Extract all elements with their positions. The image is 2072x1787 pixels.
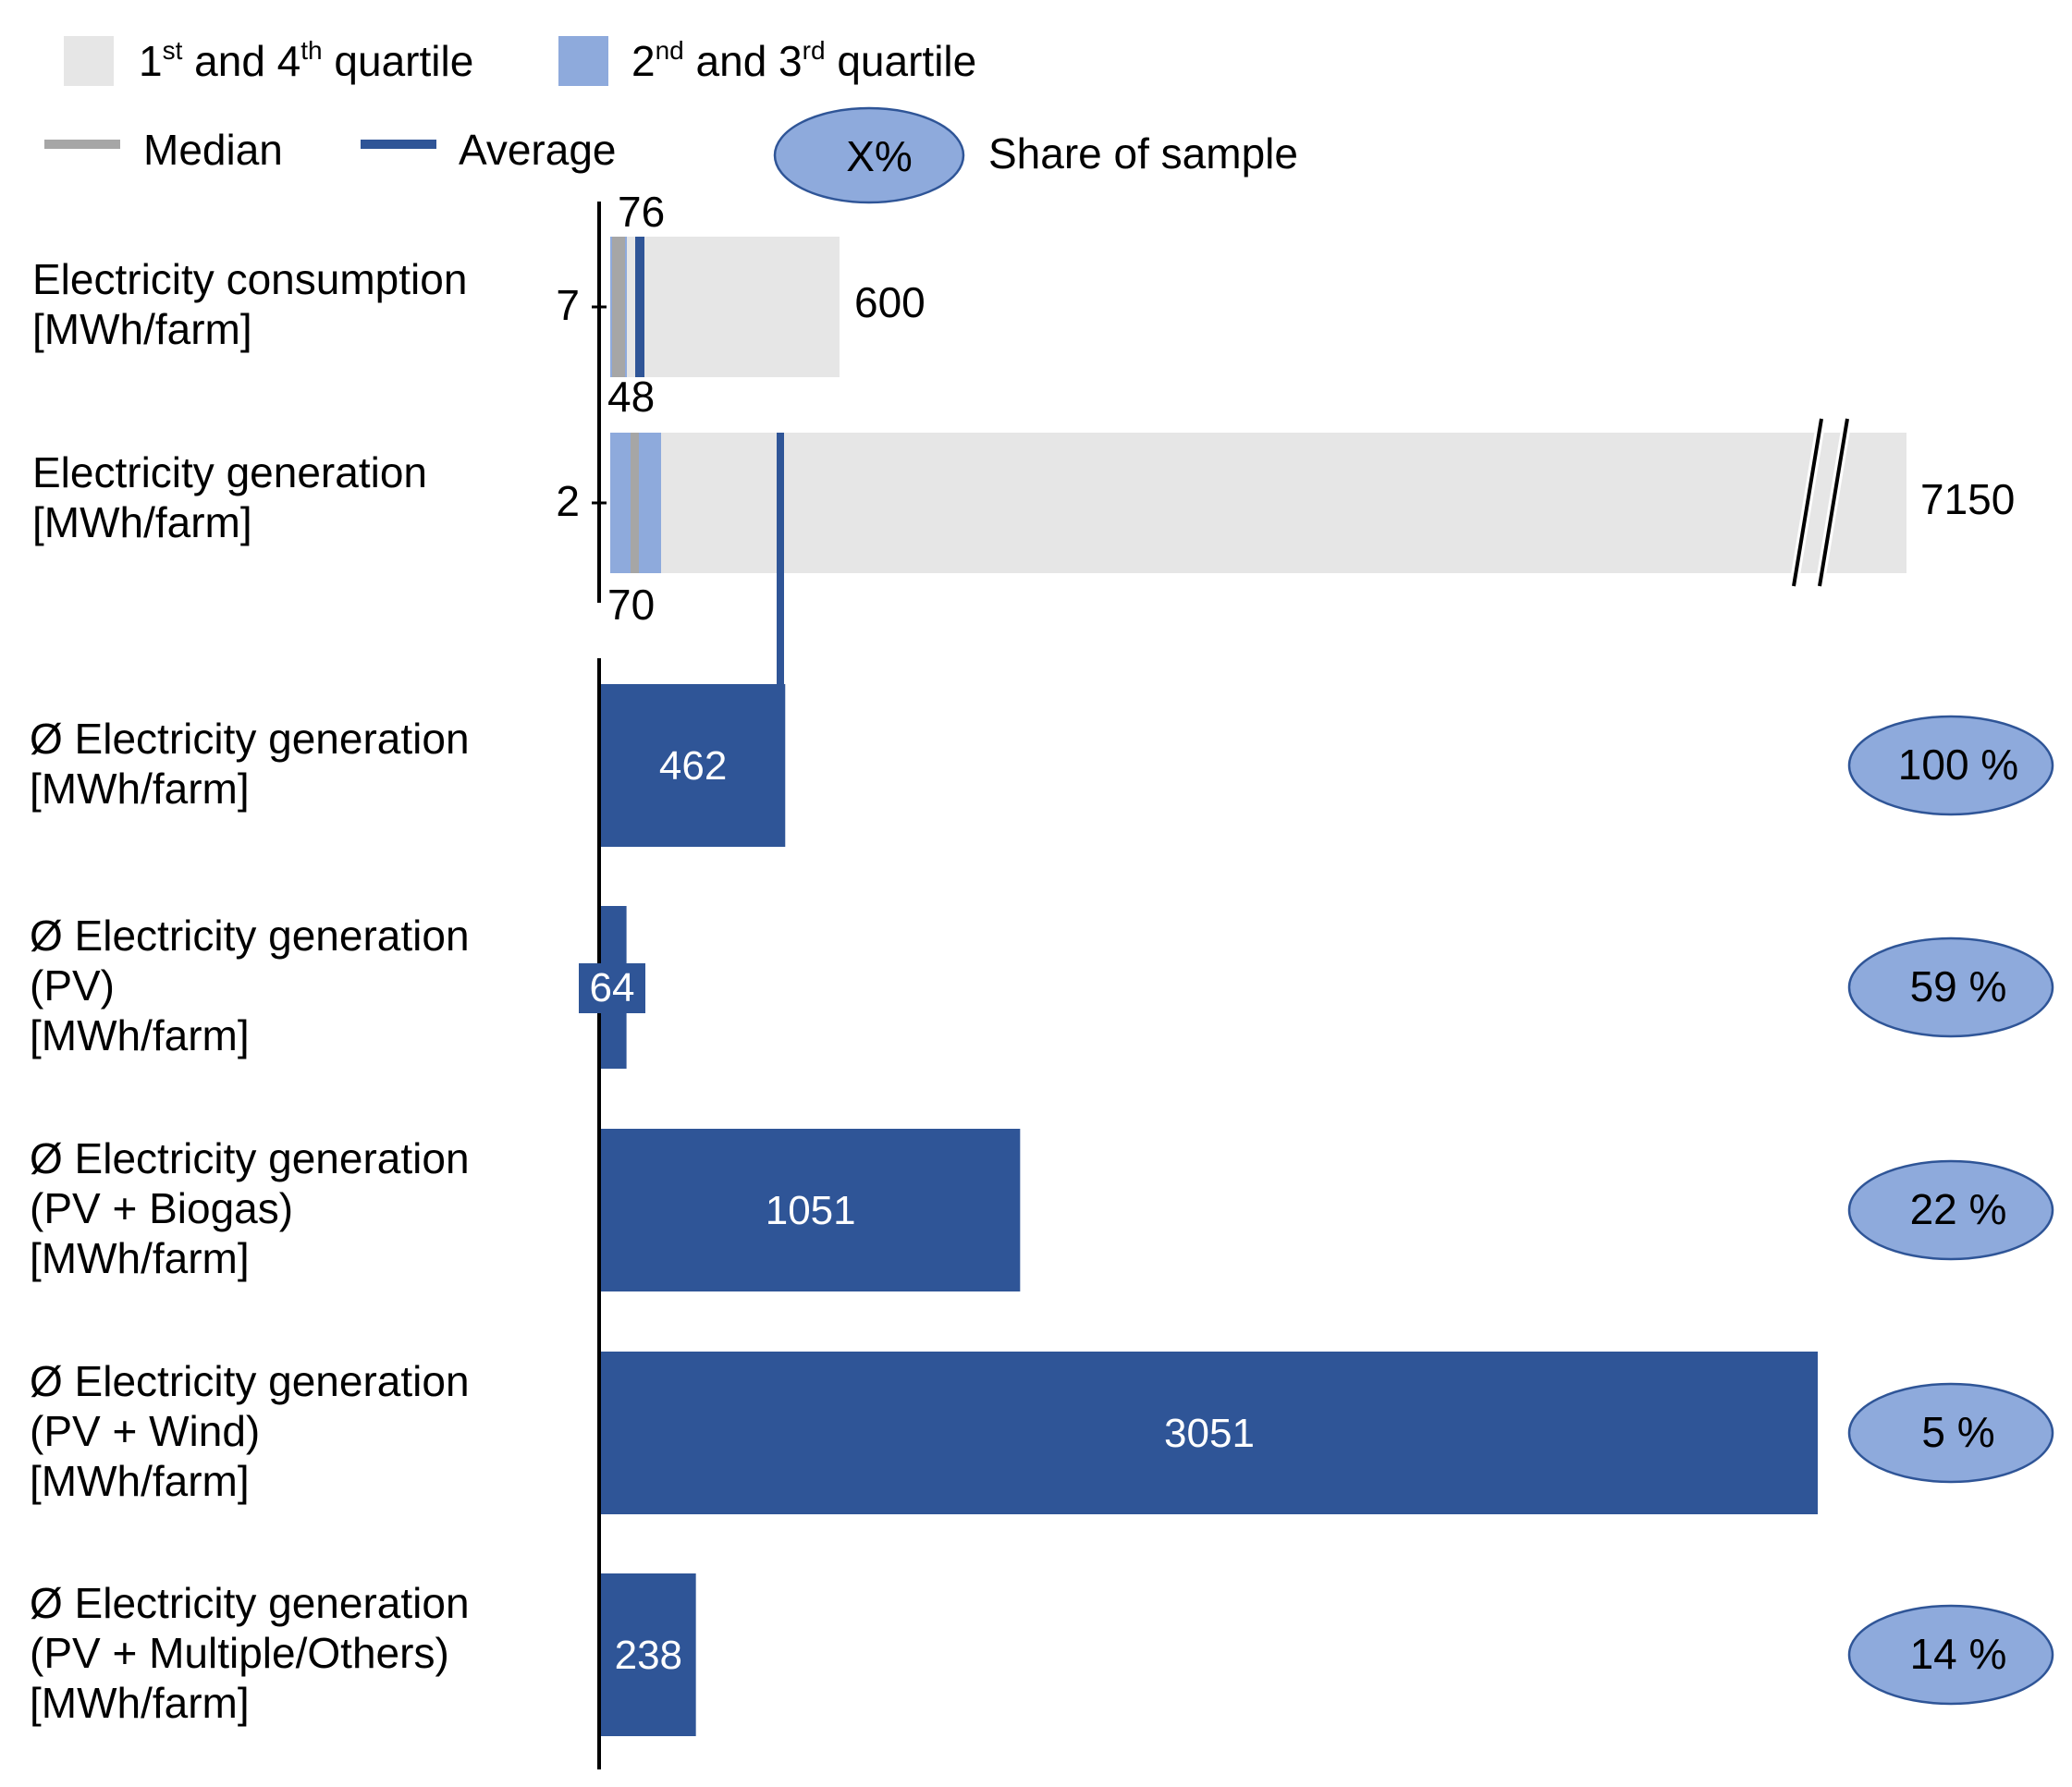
bar-value-label-1: 64 xyxy=(590,965,635,1010)
bar-value-label-3: 3051 xyxy=(1164,1411,1255,1456)
legend-share-symbol: X% xyxy=(846,132,913,180)
legend-label-median: Median xyxy=(143,126,283,174)
boxplot-row-generation: Electricity generation [MWh/farm] 2 7150… xyxy=(32,418,2015,629)
share-label-4: 14 % xyxy=(1910,1630,2007,1678)
min-label-consumption: 7 xyxy=(556,281,580,329)
bar-category-label-1-line2: (PV) xyxy=(30,961,115,1010)
legend-share-ellipse xyxy=(773,106,965,204)
bar-value-label-0: 462 xyxy=(659,743,727,789)
axis-break-line-1 xyxy=(1792,418,1823,587)
lower-label-consumption: 48 xyxy=(607,373,655,421)
legend: 1st and 4th quartile 2nd and 3rd quartil… xyxy=(44,36,1298,204)
share-label-0: 100 % xyxy=(1898,741,2018,789)
bar-category-label-4-line2: (PV + Multiple/Others) xyxy=(30,1629,449,1677)
axis-break-line-2 xyxy=(1818,418,1849,587)
q14-bar-generation xyxy=(610,433,1906,573)
bar-category-label-4-line3: [MWh/farm] xyxy=(30,1679,250,1727)
bar-category-label-0-line2: [MWh/farm] xyxy=(30,765,250,813)
share-ellipse-4 xyxy=(1847,1604,2054,1706)
row-label-generation-line1: Electricity generation xyxy=(32,448,427,496)
bar-category-label-2-line1: Ø Electricity generation xyxy=(30,1134,470,1182)
row-label-generation-line2: [MWh/farm] xyxy=(32,498,252,546)
max-label-consumption: 600 xyxy=(854,278,926,326)
bar-category-label-1-line3: [MWh/farm] xyxy=(30,1011,250,1059)
bar-category-label-3-line1: Ø Electricity generation xyxy=(30,1357,470,1405)
bar-category-label-2-line3: [MWh/farm] xyxy=(30,1234,250,1282)
average-marker-consumption xyxy=(635,237,644,377)
legend-swatch-q14 xyxy=(64,36,114,86)
axis-break-marker xyxy=(1789,418,1852,587)
legend-swatch-q23 xyxy=(558,36,608,86)
legend-label-q14: 1st and 4th quartile xyxy=(139,36,473,85)
bar-category-label-0-line1: Ø Electricity generation xyxy=(30,715,470,763)
row-label-consumption-line2: [MWh/farm] xyxy=(32,305,252,353)
median-marker-consumption xyxy=(612,237,625,377)
bar-category-label-1-line1: Ø Electricity generation xyxy=(30,912,470,960)
bar-2 xyxy=(601,1129,1021,1291)
bar-value-box-1 xyxy=(579,963,645,1013)
bar-category-label-2-line2: (PV + Biogas) xyxy=(30,1184,293,1232)
legend-label-q23: 2nd and 3rd quartile xyxy=(631,36,976,85)
share-ellipse-0 xyxy=(1847,715,2054,816)
bar-value-label-4: 238 xyxy=(615,1633,682,1678)
min-label-generation: 2 xyxy=(556,477,580,525)
share-ellipse-2 xyxy=(1847,1159,2054,1261)
q14-bar-consumption xyxy=(610,237,840,377)
share-label-3: 5 % xyxy=(1921,1408,1994,1456)
upper-label-consumption: 76 xyxy=(618,188,665,236)
max-label-generation: 7150 xyxy=(1920,475,2015,523)
legend-label-share: Share of sample xyxy=(988,129,1298,177)
bar-4 xyxy=(601,1573,696,1736)
bar-0 xyxy=(601,684,786,847)
legend-label-average: Average xyxy=(459,126,617,174)
bar-value-label-2: 1051 xyxy=(766,1188,856,1233)
share-label-2: 22 % xyxy=(1910,1185,2007,1233)
boxplot-row-consumption: Electricity consumption [MWh/farm] 7 600… xyxy=(32,188,926,421)
boxplot-section: Electricity consumption [MWh/farm] 7 600… xyxy=(32,188,2015,719)
share-label-1: 59 % xyxy=(1910,962,2007,1010)
bar-section: Ø Electricity generation[MWh/farm] 462 100… xyxy=(30,658,2054,1769)
row-label-consumption-line1: Electricity consumption xyxy=(32,255,467,303)
bar-category-label-3-line2: (PV + Wind) xyxy=(30,1407,260,1455)
bar-category-label-3-line3: [MWh/farm] xyxy=(30,1457,250,1505)
median-marker-generation xyxy=(631,433,639,573)
bar-3 xyxy=(601,1352,1818,1514)
bar-category-label-4-line1: Ø Electricity generation xyxy=(30,1579,470,1627)
share-ellipse-1 xyxy=(1847,936,2054,1038)
average-connector-generation xyxy=(777,433,784,719)
share-ellipse-3 xyxy=(1847,1382,2054,1484)
lower-label-generation: 70 xyxy=(607,581,655,629)
